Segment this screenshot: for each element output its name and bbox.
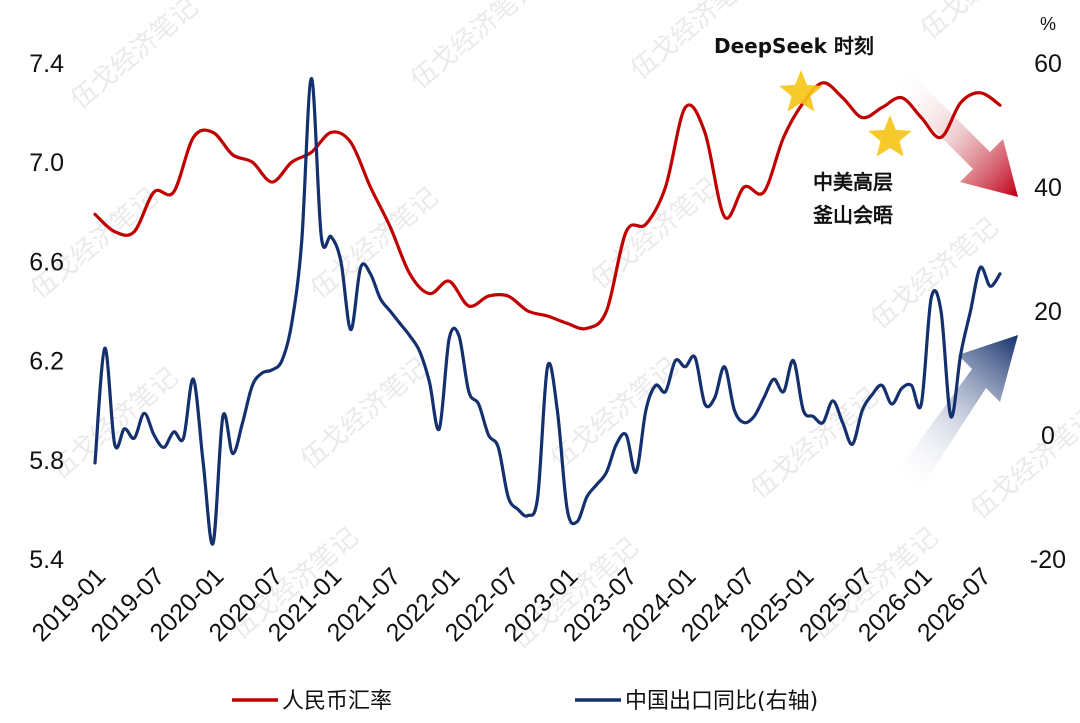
left-tick-label: 6.6 xyxy=(29,248,64,276)
right-tick-label: 60 xyxy=(1034,50,1062,78)
left-tick-label: 6.2 xyxy=(29,348,64,376)
right-tick-label: 40 xyxy=(1034,174,1062,202)
right-axis-unit: % xyxy=(1040,14,1056,34)
right-tick-label: 0 xyxy=(1041,422,1055,450)
annotation-deepseek: DeepSeek 时刻 xyxy=(714,34,874,58)
legend: 人民币汇率 中国出口同比(右轴) xyxy=(232,689,818,714)
legend-label-rmb: 人民币汇率 xyxy=(282,689,392,714)
left-axis: 7.4 7.0 6.6 6.2 5.8 5.4 xyxy=(29,50,64,574)
right-tick-label: -20 xyxy=(1030,546,1066,574)
watermark-text: 伍戈经济笔记 xyxy=(965,402,1080,525)
summit-star-icon xyxy=(868,115,912,157)
watermark-text: 伍戈经济笔记 xyxy=(45,362,184,485)
watermark-text: 伍戈经济笔记 xyxy=(405,0,544,95)
legend-label-export: 中国出口同比(右轴) xyxy=(625,689,818,714)
x-axis: 2019-012019-072020-012020-072021-012021-… xyxy=(27,562,997,647)
watermark-text: 伍戈经济笔记 xyxy=(915,0,1054,45)
left-tick-label: 5.8 xyxy=(29,447,64,475)
up-trend-arrow xyxy=(895,335,1018,496)
rmb-exchange-rate-line xyxy=(93,81,1002,331)
deepseek-star-icon xyxy=(779,70,823,112)
export-yoy-line xyxy=(93,76,1002,546)
left-tick-label: 5.4 xyxy=(29,546,64,574)
watermark-text: 伍戈经济笔记 xyxy=(745,382,884,505)
watermark-text: 伍戈经济笔记 xyxy=(545,352,684,475)
watermark-text: 伍戈经济笔记 xyxy=(65,0,204,115)
annotation-summit-line1: 中美高层 xyxy=(813,170,893,194)
left-tick-label: 7.0 xyxy=(29,149,64,177)
series-layer xyxy=(93,76,1002,546)
watermark-text: 伍戈经济笔记 xyxy=(295,352,434,475)
watermark-text: 伍戈经济笔记 xyxy=(585,172,724,295)
annotation-summit-line2: 釜山会晤 xyxy=(812,203,893,227)
watermark-text: 伍戈经济笔记 xyxy=(25,182,164,305)
right-axis: 60 40 20 0 -20 xyxy=(1030,50,1066,574)
left-tick-label: 7.4 xyxy=(29,50,64,78)
right-tick-label: 20 xyxy=(1034,298,1062,326)
down-trend-arrow xyxy=(888,72,1018,197)
